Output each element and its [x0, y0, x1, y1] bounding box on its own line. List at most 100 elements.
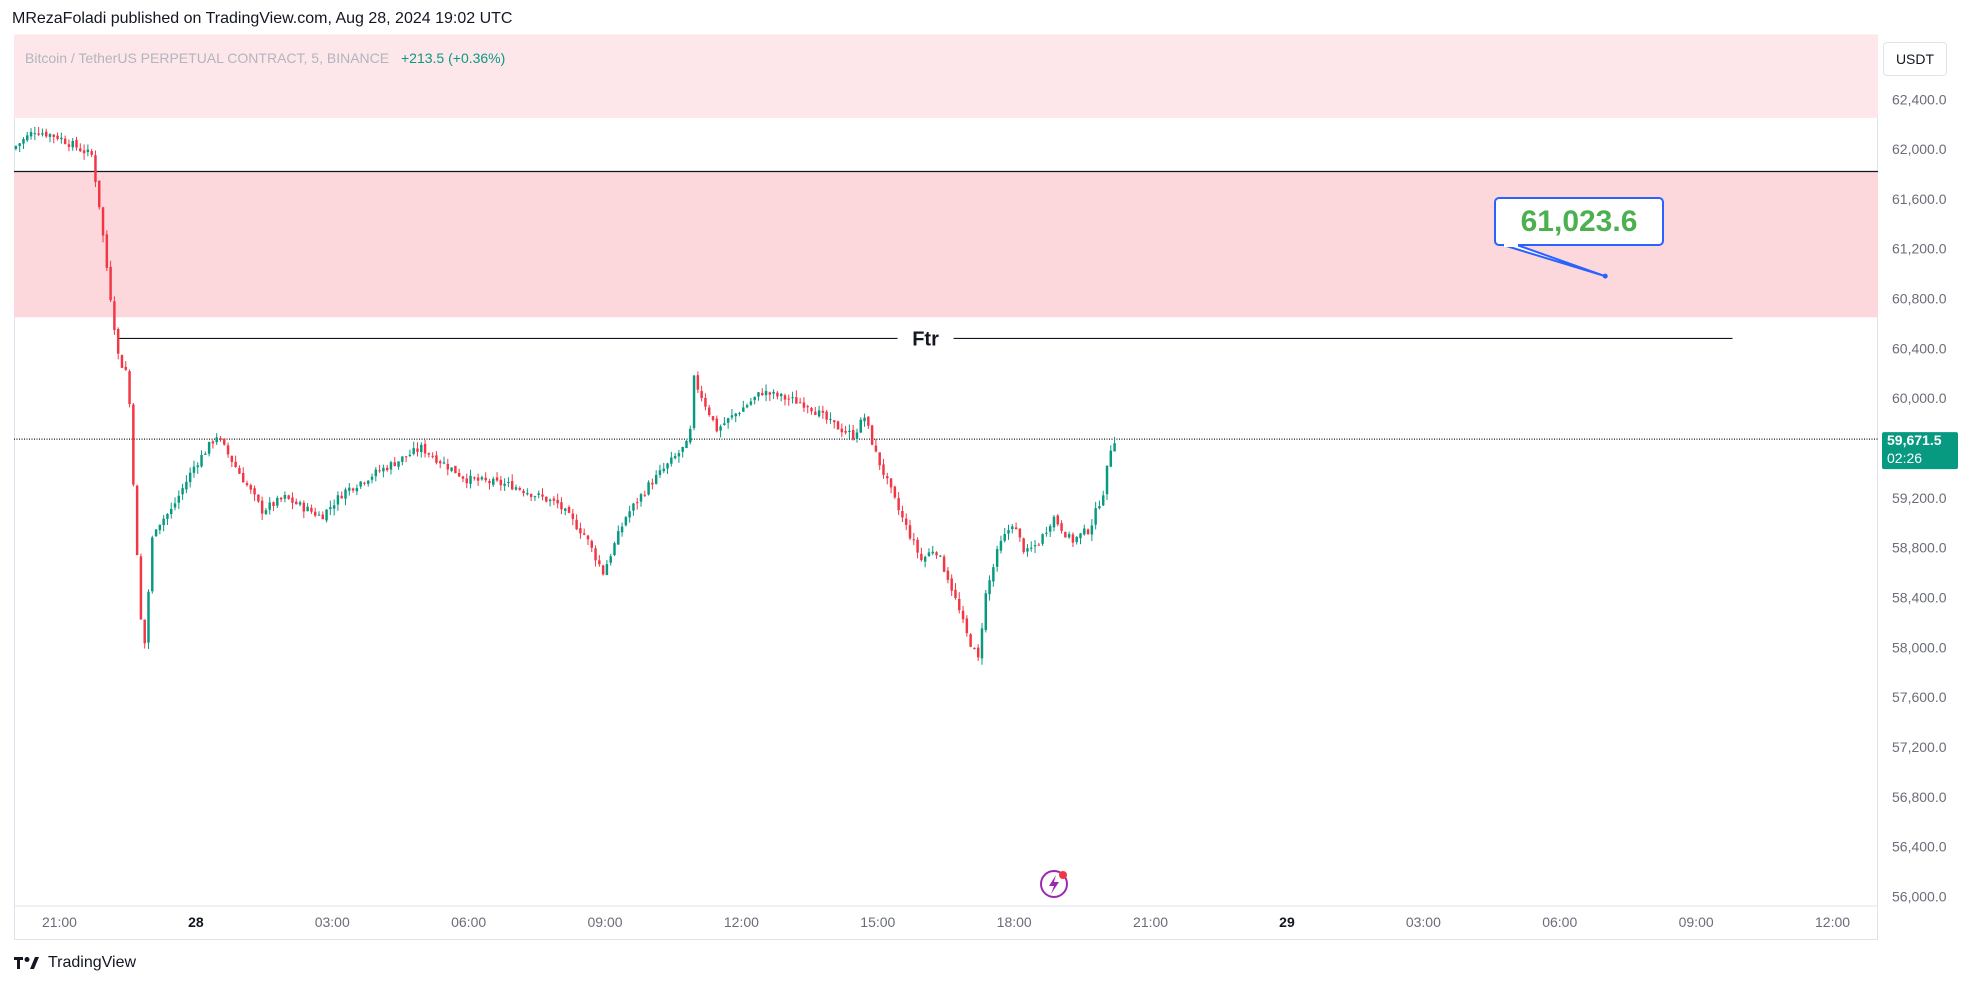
candle-body	[840, 428, 844, 433]
candle-body	[916, 539, 919, 553]
candle-body	[56, 135, 59, 139]
candle-body	[719, 426, 722, 431]
candle-body	[435, 455, 438, 463]
footer-brand-text: TradingView	[48, 954, 137, 971]
candle-body	[492, 478, 495, 485]
candle-body	[1090, 525, 1094, 535]
candle-body	[1045, 532, 1048, 534]
y-tick-label: 61,600.0	[1892, 191, 1947, 207]
candle-body	[298, 502, 302, 505]
candle-body	[878, 452, 881, 466]
candle-body	[431, 455, 434, 457]
candle-body	[94, 155, 97, 183]
y-tick-label: 60,000.0	[1892, 390, 1947, 406]
candle-body	[613, 543, 616, 556]
candle-body	[912, 539, 916, 541]
candle-body	[874, 445, 878, 452]
candle-body	[185, 481, 188, 490]
candle-body	[367, 480, 370, 484]
last-price-badge	[1882, 432, 1958, 470]
candle-body	[556, 499, 559, 504]
candle-body	[787, 398, 791, 400]
candle-body	[181, 488, 184, 495]
candle-body	[332, 505, 336, 509]
candle-body	[363, 482, 366, 484]
candle-body	[548, 499, 552, 502]
candle-body	[753, 396, 756, 401]
candle-body	[681, 447, 684, 452]
candle-body	[867, 416, 870, 426]
candle-body	[401, 456, 404, 462]
candle-body	[541, 494, 544, 497]
candle-body	[268, 502, 271, 510]
candle-body	[825, 411, 828, 420]
candle-body	[52, 134, 56, 137]
last-price-value: 59,671.5	[1887, 432, 1942, 448]
candle-body	[931, 551, 934, 554]
candle-body	[310, 507, 313, 512]
candle-body	[188, 472, 192, 483]
candle-body	[329, 507, 332, 510]
supply-zone-1	[14, 34, 1878, 118]
candle-body	[370, 476, 374, 480]
candle-body	[226, 445, 230, 455]
candle-body	[969, 634, 972, 647]
candle-body	[552, 498, 556, 501]
candle-body	[935, 552, 938, 556]
candle-body	[503, 483, 506, 486]
candle-body	[802, 402, 806, 408]
candle-body	[37, 133, 40, 135]
y-tick-label: 60,400.0	[1892, 340, 1947, 356]
candle-body	[253, 488, 256, 495]
candle-body	[75, 139, 78, 148]
candle-body	[382, 467, 385, 472]
candle-body	[567, 507, 571, 513]
x-tick-label: 21:00	[1133, 914, 1168, 930]
candle-body	[71, 140, 74, 148]
candle-body	[241, 473, 245, 483]
symbol-change: +213.5 (+0.36%)	[401, 50, 506, 66]
candle-body	[124, 366, 127, 370]
candle-body	[211, 441, 215, 444]
candle-body	[169, 508, 173, 514]
candle-body	[446, 463, 450, 470]
callout-joint	[1504, 242, 1518, 247]
candle-body	[416, 448, 419, 452]
candle-body	[973, 648, 976, 650]
candle-body	[783, 395, 787, 400]
candle-body	[276, 497, 279, 506]
candle-body	[404, 456, 408, 458]
candle-body	[44, 131, 48, 137]
candle-body	[738, 413, 741, 415]
candle-body	[116, 328, 120, 354]
candle-body	[1105, 465, 1109, 495]
currency-button[interactable]: USDT	[1883, 42, 1947, 76]
candle-body	[173, 503, 177, 508]
candle-body	[1048, 526, 1052, 532]
candle-body	[707, 407, 711, 416]
candle-body	[734, 413, 737, 417]
candle-body	[575, 519, 578, 530]
candle-body	[355, 487, 359, 492]
candle-body	[761, 392, 764, 396]
candle-body	[238, 467, 241, 474]
candle-body	[408, 454, 412, 457]
candle-body	[715, 418, 719, 432]
candle-body	[764, 390, 768, 396]
candle-body	[1109, 450, 1113, 467]
candle-body	[378, 470, 381, 472]
candle-body	[291, 497, 294, 503]
lightning-icon[interactable]	[1040, 870, 1068, 898]
candle-body	[594, 548, 597, 561]
candle-body	[791, 397, 794, 399]
y-tick-label: 58,800.0	[1892, 540, 1947, 556]
candle-body	[283, 494, 287, 499]
candle-body	[48, 134, 52, 137]
candle-body	[821, 410, 825, 413]
candle-body	[120, 355, 124, 368]
candle-body	[98, 180, 101, 208]
candle-body	[601, 565, 605, 575]
candle-body	[1018, 528, 1022, 538]
x-tick-label: 12:00	[1815, 914, 1850, 930]
